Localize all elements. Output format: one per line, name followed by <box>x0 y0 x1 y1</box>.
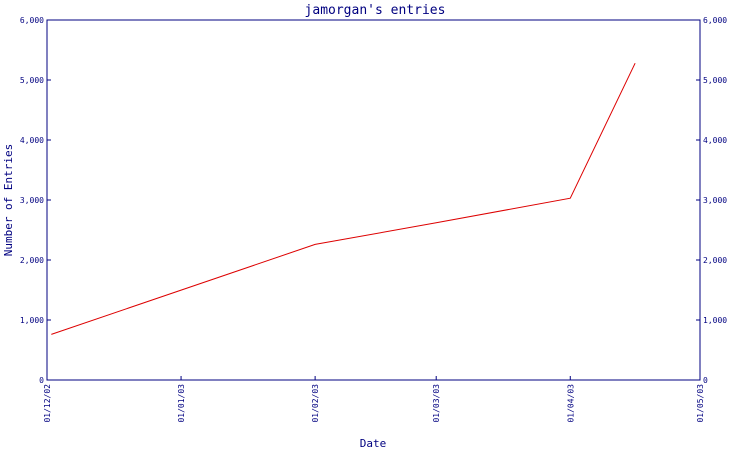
axis-ticks: 0 0 1,000 1,000 2,000 2,000 3,000 3,000 4,000 4,0… <box>20 16 727 423</box>
y-tick-label-left: 4,000 <box>20 136 44 145</box>
x-tick-label: 01/04/03 <box>566 384 575 423</box>
y-tick-label-left: 2,000 <box>20 256 44 265</box>
y-tick-label-right: 1,000 <box>703 316 727 325</box>
y-tick-label-right: 5,000 <box>703 76 727 85</box>
y-tick-label-right: 4,000 <box>703 136 727 145</box>
x-tick-label: 01/03/03 <box>432 384 441 423</box>
x-tick-label: 01/02/03 <box>311 384 320 423</box>
y-tick-label-right: 3,000 <box>703 196 727 205</box>
x-tick-label: 01/05/03 <box>696 384 705 423</box>
y-tick-label-left: 5,000 <box>20 76 44 85</box>
x-tick-label: 01/01/03 <box>177 384 186 423</box>
x-tick-label: 01/12/02 <box>43 384 52 423</box>
x-axis-label: Date <box>360 437 387 450</box>
series-line <box>51 62 636 335</box>
y-tick-label-right: 2,000 <box>703 256 727 265</box>
y-tick-label-left: 3,000 <box>20 196 44 205</box>
plot-frame <box>46 19 701 381</box>
y-tick-label-left: 0 <box>39 376 44 385</box>
y-tick-label-left: 6,000 <box>20 16 44 25</box>
y-tick-label-right: 0 <box>703 376 708 385</box>
y-tick-label-left: 1,000 <box>20 316 44 325</box>
y-tick-label-right: 6,000 <box>703 16 727 25</box>
y-axis-label: Number of Entries <box>2 144 15 257</box>
chart-title: jamorgan's entries <box>305 3 446 18</box>
series-group <box>51 62 636 335</box>
